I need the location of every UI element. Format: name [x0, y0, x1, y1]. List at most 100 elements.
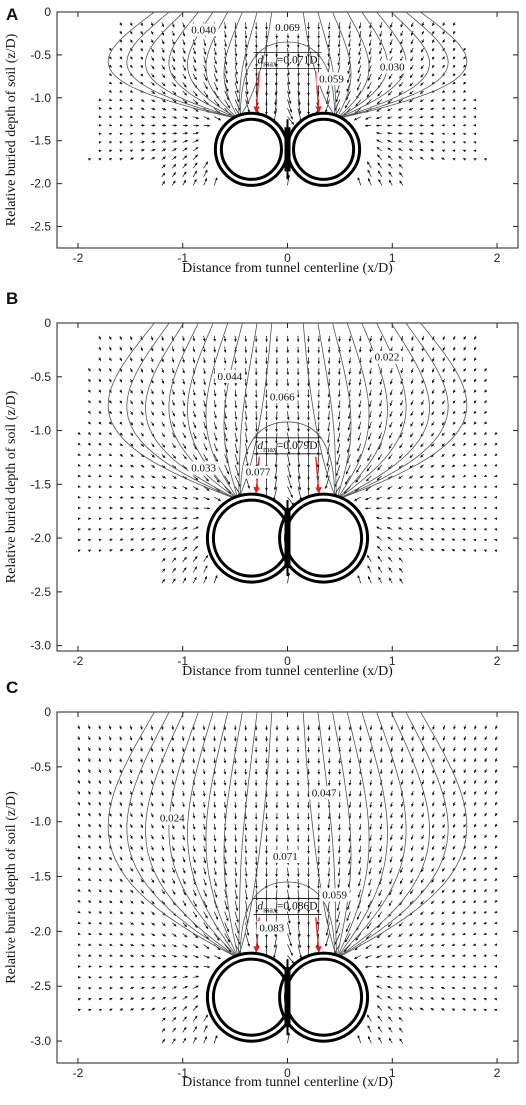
displacement-arrow	[213, 725, 216, 731]
contour-line	[336, 711, 388, 959]
displacement-arrow	[494, 779, 498, 784]
displacement-arrow	[297, 486, 302, 501]
displacement-arrow	[389, 834, 393, 841]
displacement-arrow	[224, 99, 231, 109]
contour-label: 0.022	[375, 352, 400, 364]
displacement-arrow	[357, 65, 362, 74]
displacement-arrow	[234, 56, 238, 66]
displacement-arrow	[119, 549, 124, 552]
displacement-arrow	[378, 179, 383, 186]
contour-line-inner	[239, 421, 336, 498]
displacement-arrow	[421, 335, 425, 341]
displacement-arrow	[182, 801, 185, 808]
displacement-arrow	[77, 812, 81, 817]
displacement-arrow	[348, 368, 352, 375]
displacement-arrow	[297, 922, 301, 938]
displacement-arrow	[287, 496, 295, 506]
displacement-arrow	[182, 1037, 187, 1044]
displacement-arrow	[192, 90, 198, 97]
displacement-arrow	[367, 565, 372, 573]
displacement-arrow	[409, 90, 414, 95]
displacement-arrow	[431, 64, 435, 69]
displacement-arrow	[398, 933, 403, 937]
displacement-arrow	[172, 140, 177, 143]
displacement-arrow	[474, 779, 477, 784]
displacement-arrow	[368, 39, 372, 47]
displacement-arrow	[421, 389, 425, 395]
displacement-arrow	[399, 578, 404, 584]
displacement-arrow	[494, 453, 498, 456]
panel-letter: C	[6, 678, 18, 697]
displacement-arrow	[387, 107, 393, 112]
displacement-arrow	[87, 768, 91, 773]
displacement-arrow	[451, 485, 456, 489]
displacement-arrow	[359, 335, 362, 342]
displacement-arrow	[378, 878, 383, 886]
displacement-arrow	[376, 146, 383, 152]
displacement-arrow	[192, 801, 196, 808]
displacement-arrow	[473, 485, 477, 488]
displacement-arrow	[388, 82, 393, 88]
displacement-arrow	[367, 454, 372, 462]
displacement-arrow	[327, 378, 331, 387]
contour-line	[317, 322, 338, 500]
displacement-arrow	[484, 367, 488, 372]
displacement-arrow	[327, 30, 331, 39]
displacement-arrow	[109, 943, 113, 947]
x-tick-label: 2	[494, 251, 501, 265]
displacement-arrow	[224, 47, 228, 57]
displacement-arrow	[108, 834, 112, 839]
displacement-arrow	[430, 98, 435, 102]
displacement-arrow	[202, 812, 206, 819]
contour-line	[332, 711, 352, 959]
displacement-arrow	[150, 411, 155, 416]
displacement-arrow	[484, 421, 488, 425]
displacement-arrow	[119, 64, 123, 68]
displacement-arrow	[192, 475, 199, 481]
displacement-arrow	[388, 900, 393, 907]
displacement-arrow	[108, 736, 112, 741]
displacement-arrow	[119, 346, 122, 351]
x-tick-label: 1	[389, 1066, 396, 1080]
displacement-arrow	[192, 346, 196, 353]
displacement-arrow	[494, 845, 498, 849]
displacement-arrow	[451, 1008, 456, 1012]
displacement-arrow	[130, 421, 134, 426]
displacement-arrow	[202, 779, 206, 786]
displacement-arrow	[172, 496, 178, 500]
displacement-arrow	[109, 878, 113, 882]
displacement-arrow	[398, 164, 404, 169]
displacement-arrow	[462, 158, 467, 161]
displacement-arrow	[408, 537, 414, 541]
displacement-arrow	[337, 867, 341, 877]
displacement-arrow	[139, 725, 143, 730]
displacement-arrow	[388, 1027, 393, 1033]
displacement-arrow	[358, 400, 362, 408]
displacement-arrow	[473, 367, 477, 372]
displacement-arrow	[193, 526, 199, 530]
displacement-arrow	[410, 389, 414, 395]
displacement-arrow	[171, 801, 175, 808]
displacement-arrow	[203, 475, 209, 482]
displacement-arrow	[344, 475, 351, 485]
displacement-arrow	[389, 432, 393, 439]
displacement-arrow	[161, 856, 165, 862]
displacement-arrow	[182, 567, 187, 573]
displacement-arrow	[430, 464, 435, 468]
displacement-arrow	[161, 47, 165, 53]
displacement-arrow	[367, 1025, 372, 1033]
displacement-arrow	[348, 22, 352, 30]
displacement-arrow	[234, 357, 237, 364]
displacement-arrow	[358, 346, 362, 353]
displacement-arrow	[410, 39, 414, 45]
displacement-arrow	[161, 148, 167, 152]
displacement-arrow	[213, 432, 218, 441]
displacement-arrow	[297, 911, 301, 925]
displacement-arrow	[379, 47, 383, 55]
displacement-arrow	[376, 995, 383, 1000]
displacement-arrow	[140, 496, 145, 499]
displacement-arrow	[203, 1025, 208, 1033]
displacement-arrow	[119, 746, 122, 752]
displacement-arrow	[483, 932, 487, 936]
